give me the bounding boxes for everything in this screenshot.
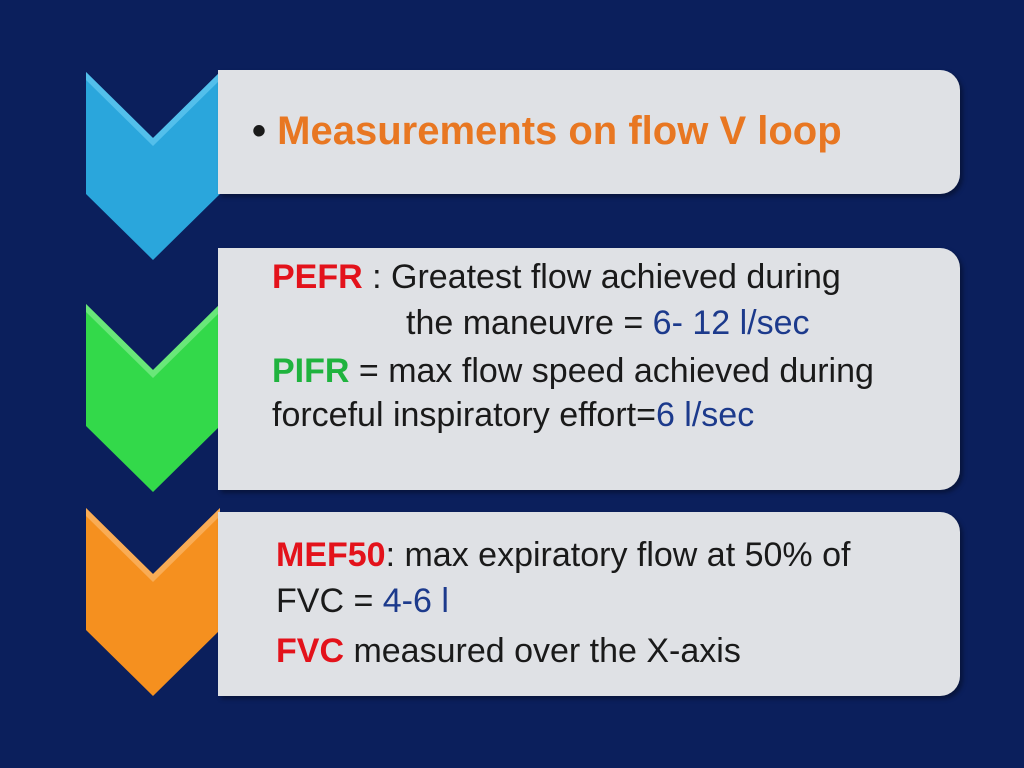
mef-term: MEF50 xyxy=(276,536,386,574)
pefr-text-2: the maneuvre = xyxy=(406,304,653,342)
pefr-value: 6- 12 l/sec xyxy=(652,304,810,342)
chevron-orange-icon xyxy=(86,508,220,698)
bullet-icon: • xyxy=(252,109,267,153)
step-3-box: MEF50: max expiratory flow at 50% of FVC… xyxy=(218,512,960,696)
mef-text: : max expiratory flow at 50% of xyxy=(385,536,851,574)
pefr-term: PEFR xyxy=(272,258,363,296)
pifr-line: PIFR = max flow speed achieved during xyxy=(272,354,874,388)
step-1-title: Measurements on flow V loop xyxy=(277,109,842,153)
fvc-value: 4-6 l xyxy=(382,582,449,620)
fvc-text-2: measured over the X-axis xyxy=(344,632,741,670)
pefr-line: PEFR : Greatest flow achieved during xyxy=(272,260,841,294)
mef-line: MEF50: max expiratory flow at 50% of xyxy=(276,538,850,572)
fvc-text: FVC = xyxy=(276,582,383,620)
pifr-value-line: forceful inspiratory effort=6 l/sec xyxy=(272,398,754,432)
chevron-blue-icon xyxy=(86,72,220,262)
pefr-value-line: the maneuvre = 6- 12 l/sec xyxy=(406,306,810,340)
pifr-text: = max flow speed achieved during xyxy=(349,352,874,390)
step-1-box: • Measurements on flow V loop xyxy=(218,70,960,194)
fvc-line: FVC measured over the X-axis xyxy=(276,634,741,668)
step-2-box: PEFR : Greatest flow achieved during the… xyxy=(218,248,960,490)
fvc-term: FVC xyxy=(276,632,344,670)
pefr-text: : Greatest flow achieved during xyxy=(362,258,841,296)
chevron-green-icon xyxy=(86,304,220,494)
pifr-term: PIFR xyxy=(272,352,350,390)
pifr-value: 6 l/sec xyxy=(655,396,755,434)
fvc-value-line: FVC = 4-6 l xyxy=(276,584,449,618)
pifr-text-2: forceful inspiratory effort= xyxy=(272,396,656,434)
